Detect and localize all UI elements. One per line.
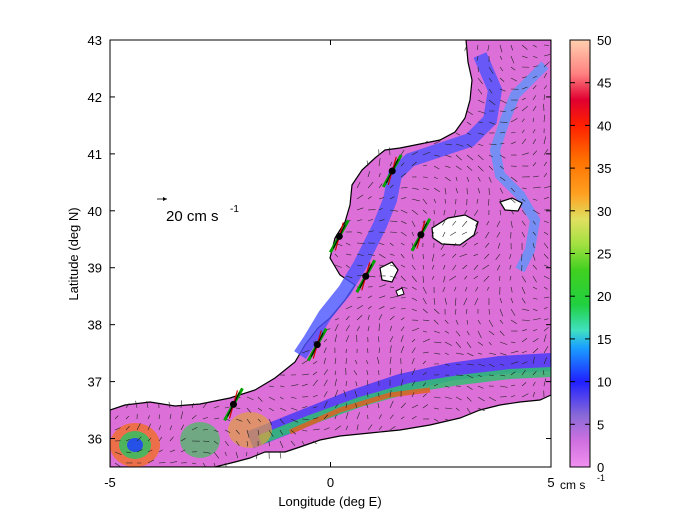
scale-arrow-exponent: -1 [230, 204, 239, 215]
station-marker [336, 233, 343, 240]
station-marker [362, 273, 369, 280]
colorbar-tick-label: 5 [597, 417, 604, 432]
y-tick-label: 43 [88, 33, 102, 48]
station-marker [389, 167, 396, 174]
x-tick-label: 5 [547, 475, 554, 490]
colorbar-tick-label: 25 [597, 247, 611, 262]
colorbar-tick-label: 10 [597, 375, 611, 390]
y-tick-label: 42 [88, 90, 102, 105]
scale-arrow-label: 20 cm s [166, 208, 219, 225]
y-tick-label: 36 [88, 432, 102, 447]
y-tick-label: 39 [88, 261, 102, 276]
colorbar-tick-label: 30 [597, 204, 611, 219]
x-tick-label: -5 [104, 475, 116, 490]
colorbar-tick-label: 40 [597, 118, 611, 133]
y-tick-label: 40 [88, 204, 102, 219]
y-tick-label: 41 [88, 147, 102, 162]
station-marker [230, 401, 237, 408]
station-marker [314, 341, 321, 348]
x-tick-label: 0 [327, 475, 334, 490]
y-tick-label: 38 [88, 318, 102, 333]
y-axis-label: Latitude (deg N) [66, 207, 81, 300]
map-plot-area [110, 40, 551, 469]
station-marker [417, 231, 424, 238]
y-tick-label: 37 [88, 375, 102, 390]
colorbar-tick-label: 35 [597, 161, 611, 176]
colorbar-unit-exponent: -1 [597, 473, 605, 483]
colorbar-tick-label: 50 [597, 33, 611, 48]
colorbar-unit-label: cm s [560, 478, 585, 492]
colorbar-tick-label: 45 [597, 76, 611, 91]
x-axis-label: Longitude (deg E) [278, 494, 381, 509]
colorbar-tick-label: 20 [597, 289, 611, 304]
colorbar-tick-label: 15 [597, 332, 611, 347]
